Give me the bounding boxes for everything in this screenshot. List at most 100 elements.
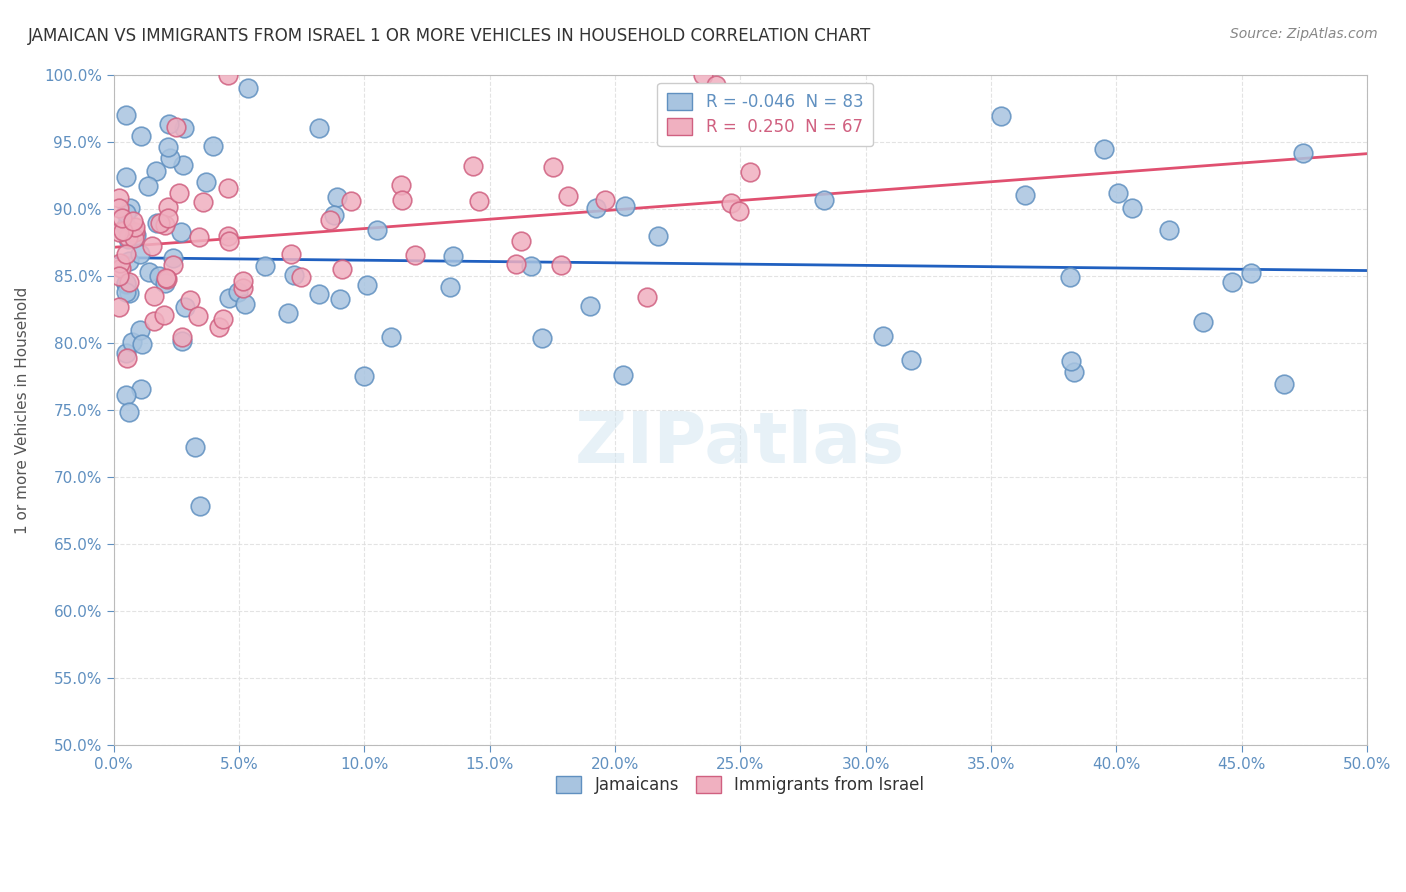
- Jamaicans: [190, 500, 212, 514]
- Jamaicans: [441, 249, 464, 263]
- Jamaicans: [120, 201, 142, 215]
- Immigrants from Israel: [290, 270, 312, 285]
- Jamaicans: [226, 285, 249, 300]
- Jamaicans: [170, 225, 193, 239]
- Immigrants from Israel: [692, 68, 714, 82]
- Jamaicans: [900, 353, 922, 368]
- Immigrants from Israel: [232, 281, 254, 295]
- Jamaicans: [1240, 266, 1263, 280]
- Jamaicans: [585, 202, 607, 216]
- Immigrants from Israel: [111, 224, 134, 238]
- Immigrants from Israel: [217, 229, 239, 244]
- Immigrants from Israel: [142, 289, 165, 303]
- Jamaicans: [118, 405, 141, 419]
- Jamaicans: [131, 337, 153, 351]
- Jamaicans: [439, 280, 461, 294]
- Immigrants from Israel: [167, 186, 190, 201]
- Immigrants from Israel: [467, 194, 489, 209]
- Immigrants from Israel: [117, 351, 139, 366]
- Immigrants from Israel: [143, 314, 166, 328]
- Jamaicans: [117, 232, 139, 246]
- Jamaicans: [1291, 146, 1313, 161]
- Jamaicans: [125, 228, 148, 243]
- Jamaicans: [1060, 354, 1083, 368]
- Immigrants from Israel: [187, 230, 209, 244]
- Immigrants from Israel: [668, 119, 690, 133]
- Jamaicans: [872, 328, 894, 343]
- Jamaicans: [148, 268, 170, 283]
- Immigrants from Israel: [141, 238, 163, 252]
- Jamaicans: [129, 128, 152, 143]
- Immigrants from Israel: [505, 257, 527, 271]
- Jamaicans: [118, 285, 141, 300]
- Immigrants from Israel: [124, 220, 146, 235]
- Immigrants from Israel: [179, 293, 201, 308]
- Jamaicans: [520, 259, 543, 273]
- Immigrants from Israel: [330, 261, 353, 276]
- Jamaicans: [380, 330, 402, 344]
- Legend: Jamaicans, Immigrants from Israel: Jamaicans, Immigrants from Israel: [547, 766, 934, 804]
- Jamaicans: [195, 175, 218, 189]
- Jamaicans: [157, 117, 180, 131]
- Jamaicans: [1192, 315, 1215, 329]
- Immigrants from Israel: [107, 191, 129, 205]
- Immigrants from Israel: [153, 308, 176, 322]
- Immigrants from Israel: [108, 201, 131, 215]
- Jamaicans: [115, 285, 138, 300]
- Immigrants from Israel: [111, 211, 134, 226]
- Immigrants from Israel: [557, 188, 579, 202]
- Immigrants from Israel: [280, 247, 302, 261]
- Jamaicans: [578, 299, 600, 313]
- Jamaicans: [283, 268, 305, 282]
- Immigrants from Israel: [738, 165, 761, 179]
- Jamaicans: [201, 139, 224, 153]
- Jamaicans: [353, 368, 375, 383]
- Jamaicans: [115, 277, 138, 292]
- Jamaicans: [173, 300, 195, 314]
- Immigrants from Israel: [187, 310, 209, 324]
- Text: JAMAICAN VS IMMIGRANTS FROM ISRAEL 1 OR MORE VEHICLES IN HOUSEHOLD CORRELATION C: JAMAICAN VS IMMIGRANTS FROM ISRAEL 1 OR …: [28, 27, 872, 45]
- Immigrants from Israel: [550, 258, 572, 272]
- Jamaicans: [612, 368, 634, 383]
- Jamaicans: [118, 253, 141, 268]
- Immigrants from Israel: [318, 212, 340, 227]
- Jamaicans: [236, 81, 259, 95]
- Immigrants from Israel: [122, 213, 145, 227]
- Immigrants from Israel: [117, 275, 139, 289]
- Jamaicans: [115, 108, 138, 122]
- Immigrants from Israel: [461, 159, 484, 173]
- Jamaicans: [1159, 223, 1181, 237]
- Immigrants from Israel: [339, 194, 361, 209]
- Jamaicans: [115, 388, 138, 402]
- Jamaicans: [115, 219, 138, 233]
- Jamaicans: [1014, 188, 1036, 202]
- Jamaicans: [1063, 365, 1085, 379]
- Jamaicans: [129, 382, 152, 396]
- Y-axis label: 1 or more Vehicles in Household: 1 or more Vehicles in Household: [15, 286, 30, 533]
- Jamaicans: [138, 265, 160, 279]
- Jamaicans: [121, 334, 143, 349]
- Immigrants from Israel: [510, 234, 533, 248]
- Jamaicans: [366, 222, 388, 236]
- Jamaicans: [1059, 270, 1081, 285]
- Jamaicans: [128, 246, 150, 260]
- Immigrants from Israel: [172, 330, 194, 344]
- Immigrants from Israel: [155, 271, 177, 285]
- Immigrants from Israel: [117, 230, 139, 244]
- Jamaicans: [326, 190, 349, 204]
- Jamaicans: [115, 169, 138, 184]
- Immigrants from Israel: [115, 247, 138, 261]
- Immigrants from Israel: [124, 231, 146, 245]
- Immigrants from Israel: [636, 290, 658, 304]
- Jamaicans: [233, 297, 256, 311]
- Jamaicans: [172, 334, 194, 348]
- Immigrants from Israel: [391, 193, 413, 207]
- Jamaicans: [184, 440, 207, 454]
- Immigrants from Israel: [405, 247, 427, 261]
- Jamaicans: [172, 158, 194, 172]
- Jamaicans: [162, 251, 184, 265]
- Immigrants from Israel: [217, 68, 239, 82]
- Immigrants from Israel: [156, 200, 179, 214]
- Jamaicans: [253, 259, 276, 273]
- Immigrants from Israel: [153, 219, 176, 233]
